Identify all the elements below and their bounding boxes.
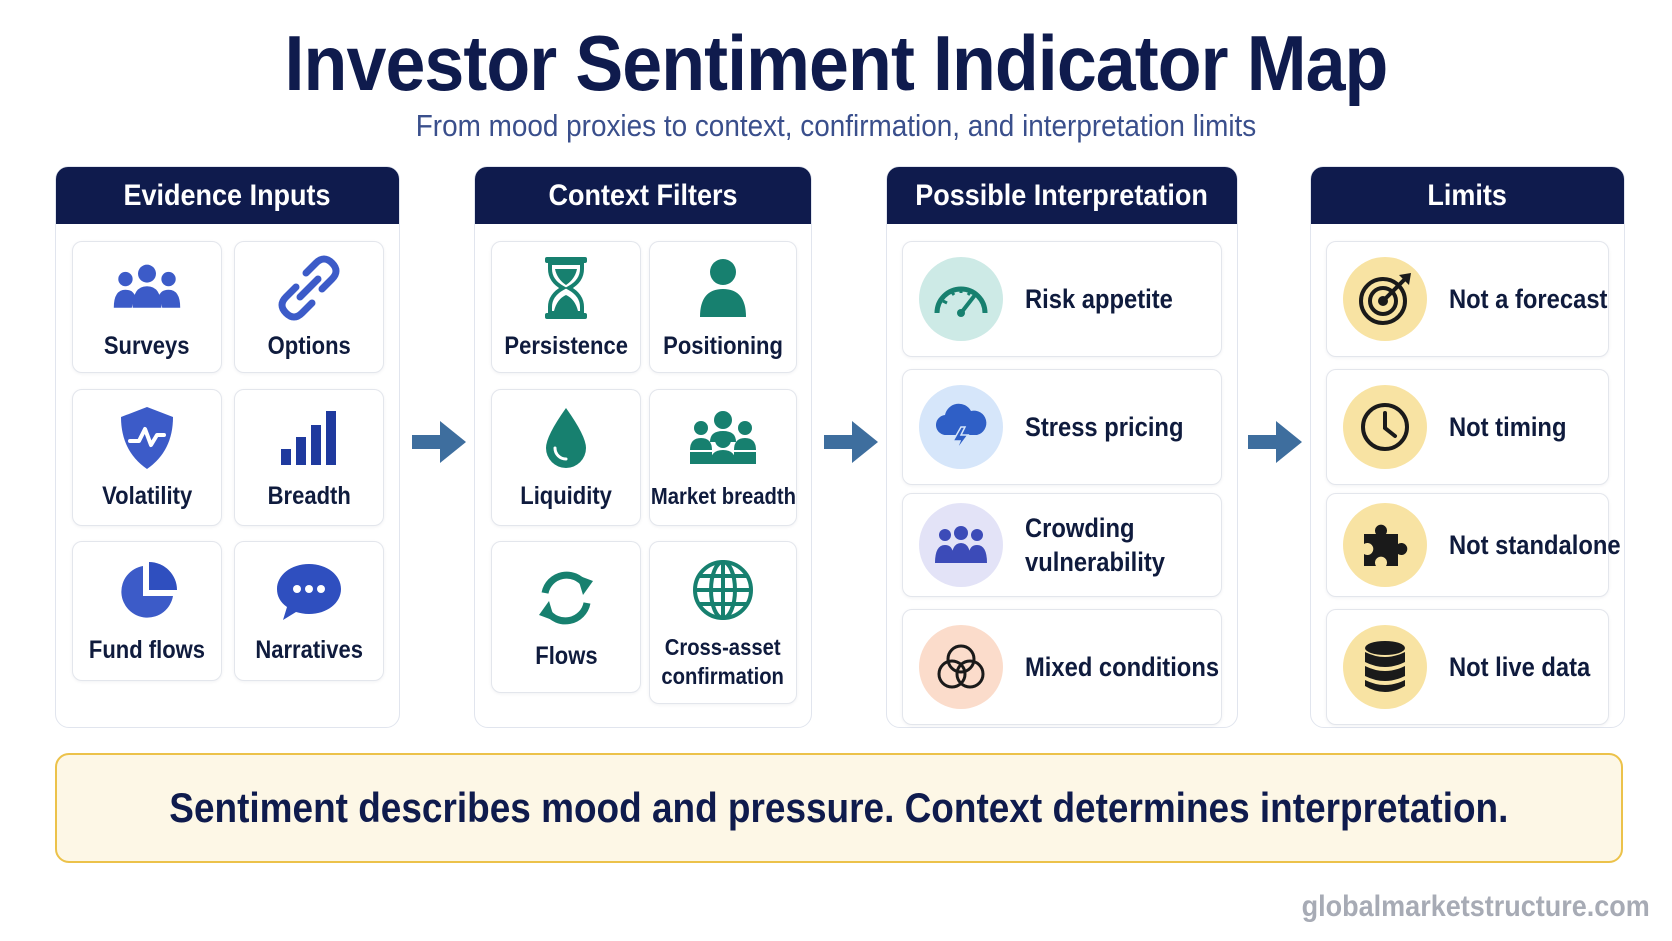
- row-label: Not a forecast: [1449, 284, 1608, 314]
- puzzle-piece-icon: [1343, 503, 1427, 587]
- panel-heading: Evidence Inputs: [56, 167, 399, 224]
- storm-cloud-icon: [919, 385, 1003, 469]
- panel-heading: Context Filters: [475, 167, 811, 224]
- tile-label: Narratives: [255, 635, 363, 664]
- row-label: Risk appetite: [1025, 284, 1173, 314]
- database-icon: [1343, 625, 1427, 709]
- tile-narratives[interactable]: Narratives: [234, 541, 384, 681]
- tile-positioning[interactable]: Positioning: [649, 241, 797, 373]
- tile-label: Persistence: [504, 331, 628, 360]
- overlapping-circles-icon: [919, 625, 1003, 709]
- flow-arrow-icon: [1248, 421, 1302, 463]
- tile-label: Breadth: [267, 482, 351, 510]
- tile-fund-flows[interactable]: Fund flows: [72, 541, 222, 681]
- row-not-live-data[interactable]: Not live data: [1326, 609, 1609, 725]
- row-label: Not live data: [1449, 652, 1591, 682]
- tile-breadth[interactable]: Breadth: [234, 389, 384, 526]
- people-icon: [688, 403, 758, 473]
- row-label: Not timing: [1449, 412, 1567, 442]
- chain-link-icon: [274, 253, 344, 323]
- tile-label: Options: [267, 331, 351, 360]
- row-label: Stress pricing: [1025, 412, 1184, 442]
- tile-options[interactable]: Options: [234, 241, 384, 373]
- tile-label: Positioning: [663, 331, 783, 360]
- row-risk-appetite[interactable]: Risk appetite: [902, 241, 1222, 357]
- row-mixed-conditions[interactable]: Mixed conditions: [902, 609, 1222, 725]
- tile-surveys[interactable]: Surveys: [72, 241, 222, 373]
- flow-arrow-icon: [412, 421, 466, 463]
- summary-banner: Sentiment describes mood and pressure. C…: [55, 753, 1623, 863]
- tile-cross-asset-confirmation[interactable]: Cross-asset confirmation: [649, 541, 797, 704]
- panel-heading: Possible Interpretation: [887, 167, 1237, 224]
- footer-website: globalmarketstructure.com: [1301, 890, 1650, 923]
- speech-bubble-icon: [274, 557, 344, 627]
- bar-chart-icon: [274, 403, 344, 473]
- tile-label: Market breadth: [650, 483, 796, 509]
- tile-persistence[interactable]: Persistence: [491, 241, 641, 373]
- page-subtitle: From mood proxies to context, confirmati…: [415, 108, 1257, 143]
- row-not-standalone[interactable]: Not standalone: [1326, 493, 1621, 597]
- crowd-icon: [919, 503, 1003, 587]
- page-title: Investor Sentiment Indicator Map: [284, 19, 1389, 107]
- hourglass-icon: [531, 253, 601, 323]
- target-icon: [1343, 257, 1427, 341]
- flow-arrow-icon: [824, 421, 878, 463]
- tile-label: Flows: [534, 641, 598, 670]
- row-stress-pricing[interactable]: Stress pricing: [902, 369, 1222, 485]
- row-not-a-forecast[interactable]: Not a forecast: [1326, 241, 1609, 357]
- panel-evidence-inputs: Evidence Inputs Surveys Options Volatili…: [55, 166, 400, 728]
- row-not-timing[interactable]: Not timing: [1326, 369, 1609, 485]
- people-icon: [112, 253, 182, 323]
- clock-icon: [1343, 385, 1427, 469]
- globe-icon: [688, 555, 758, 625]
- tile-label: Fund flows: [88, 635, 206, 664]
- row-label: Mixed conditions: [1025, 652, 1220, 682]
- panel-context-filters: Context Filters Persistence Positioning …: [474, 166, 812, 728]
- tile-label: Surveys: [104, 331, 190, 360]
- gauge-icon: [919, 257, 1003, 341]
- tile-label: Volatility: [101, 482, 193, 510]
- row-label: Not standalone: [1449, 530, 1621, 560]
- tile-label: Liquidity: [520, 482, 612, 510]
- cycle-arrows-icon: [531, 563, 601, 633]
- panel-heading: Limits: [1311, 167, 1624, 224]
- panel-limits: Limits Not a forecast Not timing Not sta…: [1310, 166, 1625, 728]
- tile-flows[interactable]: Flows: [491, 541, 641, 693]
- shield-pulse-icon: [112, 403, 182, 473]
- summary-text: Sentiment describes mood and pressure. C…: [169, 784, 1509, 831]
- water-drop-icon: [531, 403, 601, 473]
- row-crowding-vulnerability[interactable]: Crowding vulnerability: [902, 493, 1222, 597]
- row-label: Crowding vulnerability: [1025, 513, 1165, 577]
- tile-volatility[interactable]: Volatility: [72, 389, 222, 526]
- panel-possible-interpretation: Possible Interpretation Risk appetite St…: [886, 166, 1238, 728]
- tile-market-breadth[interactable]: Market breadth: [649, 389, 797, 526]
- pie-chart-icon: [112, 557, 182, 627]
- tile-liquidity[interactable]: Liquidity: [491, 389, 641, 526]
- person-icon: [688, 253, 758, 323]
- tile-label: Cross-asset confirmation: [661, 633, 785, 689]
